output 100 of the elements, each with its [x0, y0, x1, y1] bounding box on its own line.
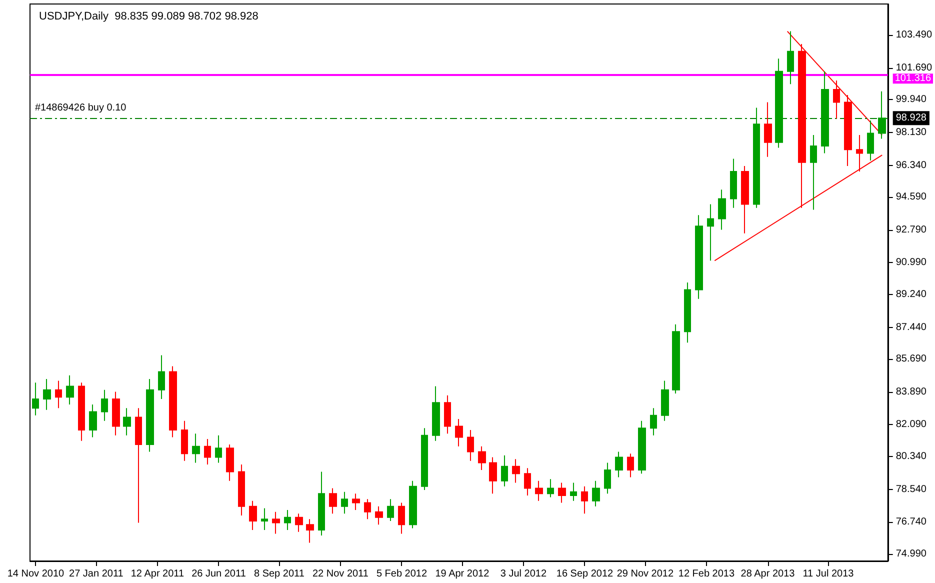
x-tick-label: 12 Feb 2013 — [678, 568, 735, 580]
candlestick — [249, 500, 257, 531]
candlestick — [432, 386, 440, 442]
candlestick — [364, 498, 371, 520]
y-tick-label: 98.130 — [896, 127, 927, 138]
candlestick — [43, 378, 51, 410]
candlestick — [135, 408, 142, 524]
x-tick-label: 19 Apr 2012 — [435, 568, 490, 580]
y-tick-label: 101.690 — [896, 62, 932, 74]
x-tick-label: 5 Feb 2012 — [376, 568, 428, 580]
ref-line-label: #14869426 buy 0.10 — [35, 102, 127, 114]
y-tick-label: 94.590 — [896, 192, 927, 203]
text: 98.928 — [896, 112, 927, 124]
candlestick — [570, 482, 577, 502]
candlestick — [821, 70, 829, 154]
candlestick — [181, 420, 188, 462]
y-tick-label: 92.790 — [896, 224, 927, 236]
candlestick — [387, 498, 394, 522]
y-tick-label: 78.540 — [896, 484, 927, 495]
x-tick-label: 26 Jun 2011 — [192, 568, 246, 580]
candlestick — [775, 58, 783, 148]
candlestick — [169, 366, 177, 438]
y-tick-label: 83.890 — [896, 386, 927, 398]
candlestick — [78, 382, 85, 442]
candlestick — [615, 451, 623, 478]
x-tick-label: 27 Jan 2011 — [69, 568, 124, 580]
candlestick — [524, 468, 531, 496]
y-tick-label: 87.440 — [896, 322, 927, 333]
y-tick-label: 89.240 — [896, 289, 927, 300]
candlestick — [295, 513, 303, 532]
candlestick — [684, 282, 691, 344]
y-tick-label: 96.340 — [896, 160, 927, 171]
x-tick-label: 12 Apr 2011 — [130, 568, 184, 580]
candlestick — [455, 418, 463, 447]
candlestick — [409, 480, 417, 529]
candlestick — [215, 434, 222, 464]
candlestick — [695, 214, 703, 300]
candlestick — [444, 394, 451, 434]
candlestick — [341, 491, 348, 514]
x-tick-label: 29 Nov 2012 — [616, 568, 674, 580]
candlestick — [547, 478, 554, 498]
candlestick — [867, 120, 874, 162]
candlestick — [192, 433, 200, 464]
candlestick — [66, 374, 74, 405]
candlestick — [284, 510, 291, 531]
candlestick — [306, 518, 314, 544]
candlestick — [741, 166, 749, 234]
candlestick — [707, 204, 714, 262]
x-tick-label: 14 Nov 2010 — [7, 568, 65, 580]
y-tick-label: 99.940 — [896, 94, 927, 106]
y-tick-label: 90.990 — [896, 257, 927, 268]
candlestick — [810, 134, 817, 210]
candlestick — [112, 391, 120, 436]
candlestick — [638, 420, 646, 474]
candlestick — [32, 382, 39, 416]
candlestick — [329, 488, 337, 514]
candlestick — [421, 428, 428, 491]
candlestick — [55, 380, 62, 409]
candlestick — [467, 429, 474, 462]
candlestick — [764, 102, 772, 158]
candlestick — [272, 511, 280, 534]
candlestick — [661, 380, 669, 422]
y-tick-label: 82.090 — [896, 419, 927, 430]
candlestick — [718, 189, 726, 230]
x-tick-label: 3 Jul 2012 — [500, 568, 547, 580]
candlestick — [352, 493, 360, 511]
candlestick — [672, 324, 680, 394]
candlestick — [204, 438, 211, 466]
candlestick — [489, 456, 497, 494]
candlestick — [501, 454, 508, 487]
candlestick — [787, 30, 794, 85]
candlestick — [158, 354, 165, 400]
x-tick-label: 8 Sep 2011 — [254, 568, 305, 580]
y-tick-label: 74.990 — [896, 548, 927, 560]
y-tick-label: 103.490 — [896, 30, 932, 41]
x-tick-label: 11 Jul 2013 — [802, 568, 854, 580]
candlestick — [558, 482, 566, 504]
candlestick — [592, 480, 600, 507]
candlestick — [261, 508, 268, 531]
candlestick — [398, 502, 405, 534]
candlestick — [375, 506, 383, 526]
candlestick — [478, 446, 486, 470]
candlestick — [753, 107, 760, 208]
candlestick — [146, 378, 154, 452]
candlestick — [238, 464, 245, 516]
candlestick — [101, 389, 108, 422]
candlestick — [627, 453, 634, 478]
candlestick — [604, 462, 611, 494]
x-tick-label: 22 Nov 2011 — [312, 568, 369, 580]
candlestick — [878, 90, 886, 140]
candlestick — [226, 444, 234, 482]
candlestick — [89, 404, 97, 438]
y-tick-label: 85.690 — [896, 354, 927, 365]
candlestick — [730, 158, 737, 208]
y-tick-label: 80.340 — [896, 451, 927, 462]
x-tick-label: 16 Sep 2012 — [556, 568, 614, 580]
y-tick-label: 76.740 — [896, 516, 927, 528]
candlestick — [833, 80, 840, 120]
candlestick — [512, 458, 520, 484]
candlestick — [123, 408, 131, 436]
